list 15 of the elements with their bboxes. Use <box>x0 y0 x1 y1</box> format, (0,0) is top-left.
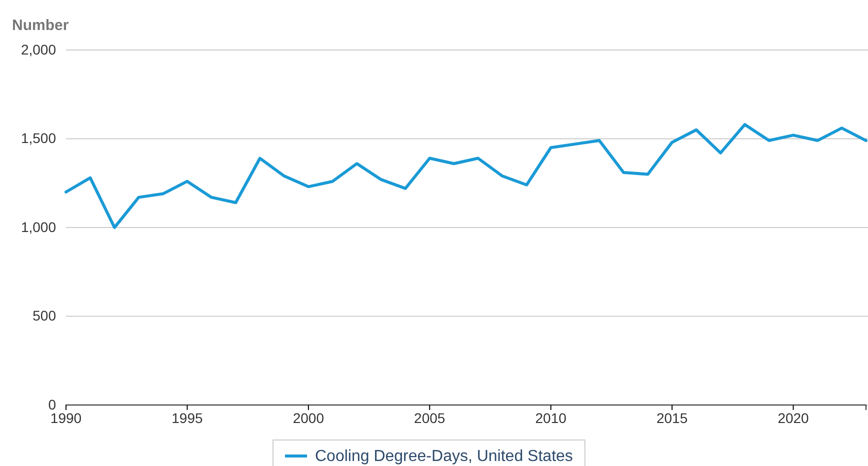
y-axis-title: Number <box>12 17 69 34</box>
x-tick-label: 1990 <box>50 410 82 426</box>
y-tick-label: 0 <box>48 396 56 412</box>
y-tick-label: 1,500 <box>20 130 56 146</box>
y-tick-label: 1,000 <box>20 218 56 235</box>
x-tick-label: 2015 <box>656 410 688 426</box>
x-tick-label: 2020 <box>778 410 810 426</box>
legend-label: Cooling Degree-Days, United States <box>315 448 573 465</box>
x-tick-label: 2005 <box>414 410 446 426</box>
x-tick-label: 2010 <box>535 410 567 426</box>
y-tick-label: 500 <box>32 308 56 324</box>
x-tick-label: 1995 <box>172 410 203 426</box>
line-series <box>64 123 868 229</box>
y-tick-label: 2,000 <box>20 41 56 58</box>
x-tick-label: 2000 <box>292 410 324 426</box>
